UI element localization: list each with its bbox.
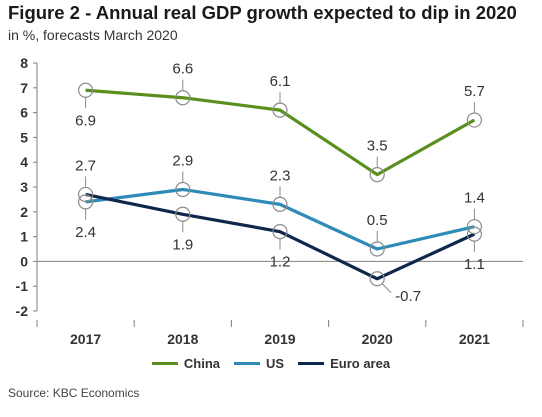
data-label: -0.7 — [395, 288, 421, 305]
data-label: 2.9 — [172, 152, 193, 169]
legend-label-euro-area: Euro area — [330, 356, 391, 371]
legend-swatch-china — [151, 362, 178, 365]
chart-subtitle: in %, forecasts March 2020 — [8, 27, 178, 43]
legend-swatch-us — [234, 362, 261, 365]
data-label: 0.5 — [367, 212, 388, 229]
x-tick-label: 2018 — [167, 331, 198, 347]
data-point-marker — [369, 271, 385, 287]
y-tick-label: 7 — [20, 80, 28, 96]
y-tick-label: 0 — [20, 253, 28, 269]
data-label: 2.7 — [75, 157, 96, 174]
y-tick-label: 6 — [20, 105, 28, 121]
y-tick-label: -1 — [16, 278, 29, 294]
legend: China US Euro area — [0, 356, 542, 371]
legend-label-china: China — [183, 356, 221, 371]
y-tick-label: 2 — [20, 204, 28, 220]
y-tick-label: 3 — [20, 179, 28, 195]
line-chart: 8 7 6 5 4 3 2 1 0 -1 -2 2017 2018 2019 2020 2021 6.9 6.6… — [16, 55, 524, 347]
axes: 8 7 6 5 4 3 2 1 0 -1 -2 2017 2018 2019 2020 2021 — [16, 55, 524, 347]
source-note: Source: KBC Economics — [8, 386, 140, 400]
legend-item-euro-area: Euro area — [298, 356, 390, 371]
data-label: 1.2 — [270, 254, 291, 271]
data-label: 6.1 — [270, 73, 291, 90]
data-label: 1.1 — [464, 256, 485, 273]
series-line-china — [85, 88, 476, 177]
series-line-euro-area — [85, 192, 476, 281]
legend-item-us: US — [234, 356, 284, 371]
data-label: 2.3 — [270, 167, 291, 184]
series-lines — [85, 88, 476, 281]
y-tick-label: -2 — [16, 303, 29, 319]
data-label: 1.4 — [464, 190, 485, 207]
data-labels: 6.9 6.6 6.1 3.5 5.7 2.4 2.9 2.3 0.5 1.4 2.7 1.9 1.2 -… — [75, 61, 485, 305]
x-tick-label: 2021 — [459, 331, 490, 347]
y-tick-label: 1 — [20, 229, 28, 245]
x-tick-label: 2019 — [264, 331, 295, 347]
data-label: 3.5 — [367, 138, 388, 155]
legend-swatch-euro-area — [298, 362, 325, 365]
leader-line — [381, 283, 392, 294]
data-label: 2.4 — [75, 224, 96, 241]
y-tick-label: 4 — [20, 154, 28, 170]
data-label: 1.9 — [172, 236, 193, 253]
data-label: 6.9 — [75, 112, 96, 129]
data-label: 6.6 — [172, 61, 193, 78]
x-tick-label: 2017 — [70, 331, 101, 347]
x-tick-label: 2020 — [362, 331, 393, 347]
series-line-us — [85, 187, 475, 251]
legend-label-us: US — [266, 356, 285, 371]
data-label: 5.7 — [464, 83, 485, 100]
y-tick-label: 5 — [20, 129, 28, 145]
chart-title: Figure 2 - Annual real GDP growth expect… — [8, 2, 517, 23]
legend-item-china: China — [151, 356, 221, 371]
y-tick-label: 8 — [20, 55, 28, 71]
